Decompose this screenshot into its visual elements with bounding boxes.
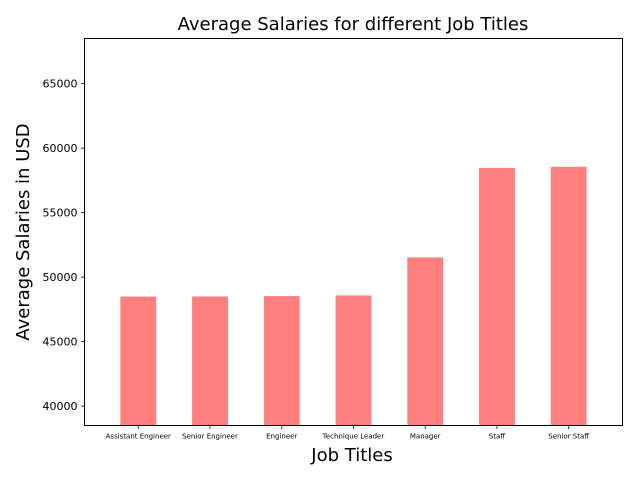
y-tick-label: 40000 xyxy=(43,400,78,413)
x-tick-label: Assistant Engineer xyxy=(106,433,171,441)
chart-title: Average Salaries for different Job Title… xyxy=(178,14,529,35)
x-tick-label: Senior Staff xyxy=(548,433,589,441)
bar-2 xyxy=(263,296,300,426)
y-axis-label: Average Salaries in USD xyxy=(13,123,34,340)
y-tick-label: 65000 xyxy=(43,78,78,91)
bar-5 xyxy=(479,167,515,426)
y-tick-label: 45000 xyxy=(43,336,78,349)
x-tick-label: Technique Leader xyxy=(322,433,385,441)
y-axis: 40000 45000 50000 55000 60000 65000 xyxy=(43,78,85,413)
x-tick-label: Senior Engineer xyxy=(182,433,238,441)
y-tick-label: 50000 xyxy=(43,271,78,284)
bar-6 xyxy=(550,166,587,426)
bar-4 xyxy=(407,257,444,426)
y-tick-label: 55000 xyxy=(43,207,78,220)
x-tick-label: Engineer xyxy=(266,433,297,441)
x-tick-label: Manager xyxy=(410,433,441,441)
x-axis-label: Job Titles xyxy=(310,445,392,466)
y-tick-label: 60000 xyxy=(43,142,78,155)
x-tick-label: Staff xyxy=(489,433,505,441)
bar-0 xyxy=(120,296,157,426)
x-axis: Assistant Engineer Senior Engineer Enginee… xyxy=(106,425,589,441)
bar-1 xyxy=(192,296,228,426)
plot-area: 40000 45000 50000 55000 60000 65000 Assistant… xyxy=(43,38,623,441)
bar-3 xyxy=(335,295,372,426)
bars xyxy=(120,166,587,426)
